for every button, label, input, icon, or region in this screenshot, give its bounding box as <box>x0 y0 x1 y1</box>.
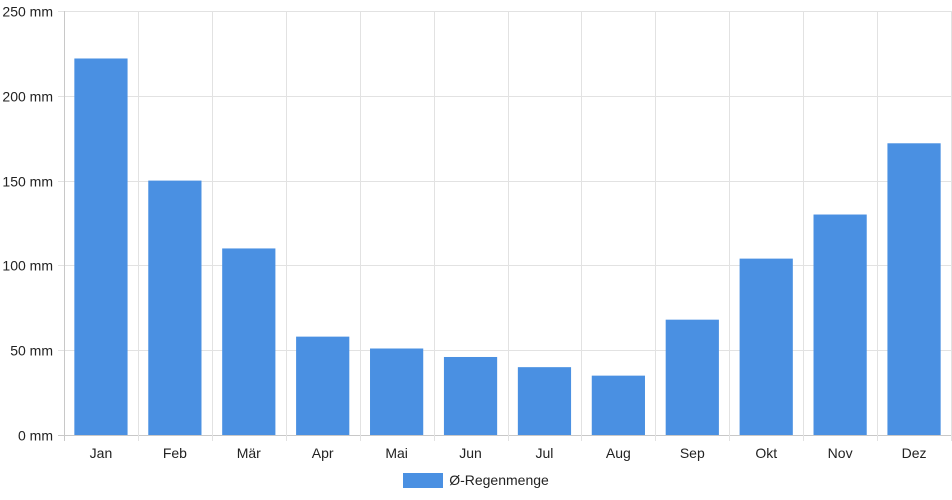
x-tick-label: Okt <box>755 445 777 461</box>
bar-nov[interactable] <box>813 214 867 435</box>
y-tick-label: 150 mm <box>2 174 53 190</box>
bar-aug[interactable] <box>591 375 645 435</box>
bar-sep[interactable] <box>665 319 719 435</box>
bar-jul[interactable] <box>517 367 572 435</box>
bars <box>74 58 941 435</box>
legend-swatch <box>403 472 444 488</box>
x-tick-label: Jun <box>459 445 482 461</box>
x-tick-label: Sep <box>680 445 705 461</box>
y-tick-label: 100 mm <box>2 258 53 274</box>
x-tick-label: Apr <box>312 445 334 461</box>
y-tick-label: 200 mm <box>2 89 53 105</box>
x-tick-label: Feb <box>163 445 187 461</box>
y-tick-label: 250 mm <box>2 4 53 20</box>
legend[interactable]: Ø-Regenmenge <box>0 472 952 488</box>
bar-okt[interactable] <box>739 258 793 435</box>
bar-mai[interactable] <box>370 348 424 435</box>
x-tick-label: Nov <box>828 445 853 461</box>
x-tick-label: Dez <box>902 445 927 461</box>
tick-labels: 0 mm 50 mm 100 mm 150 mm 200 mm 250 mm Jan Feb M… <box>2 4 926 462</box>
y-tick-label: 0 mm <box>18 428 53 444</box>
bar-mär[interactable] <box>222 248 276 435</box>
bar-apr[interactable] <box>296 336 350 435</box>
y-tick-label: 50 mm <box>10 343 53 359</box>
x-tick-label: Mär <box>237 445 261 461</box>
x-tick-label: Aug <box>606 445 631 461</box>
bar-dez[interactable] <box>887 143 941 435</box>
grid-lines <box>58 11 952 441</box>
bar-jun[interactable] <box>443 356 498 435</box>
legend-label: Ø-Regenmenge <box>449 472 549 488</box>
bar-feb[interactable] <box>148 180 202 435</box>
x-tick-label: Mai <box>385 445 408 461</box>
bar-chart: 0 mm 50 mm 100 mm 150 mm 200 mm 250 mm Jan Feb M… <box>2 4 952 462</box>
bar-jan[interactable] <box>74 58 128 435</box>
x-tick-label: Jul <box>536 445 554 461</box>
x-tick-label: Jan <box>90 445 113 461</box>
